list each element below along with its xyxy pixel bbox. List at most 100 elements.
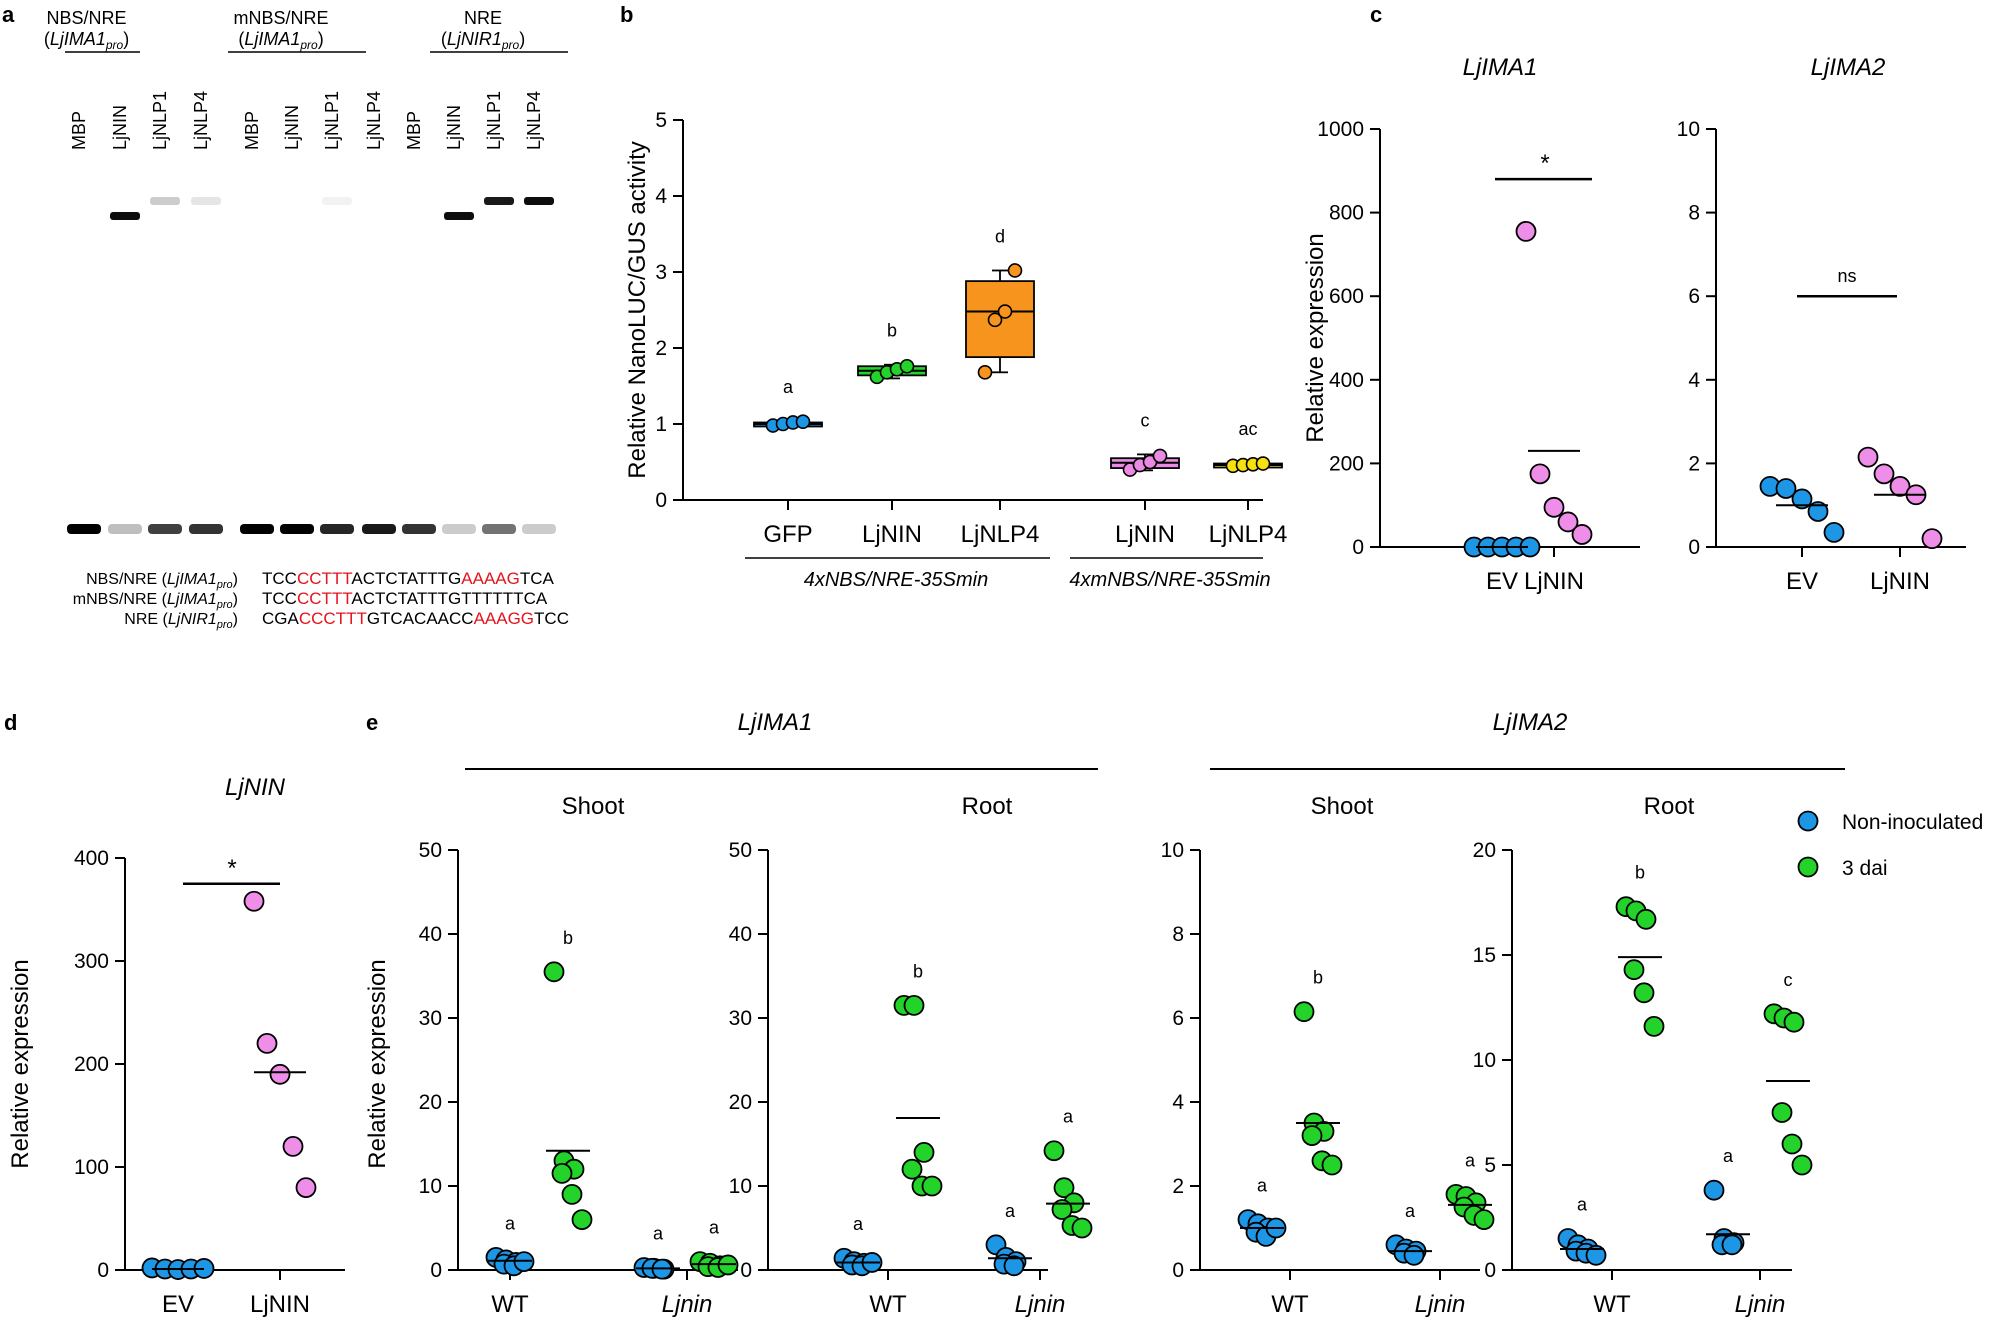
y-tick-label: 10: [729, 1175, 752, 1198]
x-category-label: WT: [1271, 1291, 1309, 1318]
y-axis-label: Relative expression: [7, 959, 34, 1168]
sequence-segment: GTCACAACC: [367, 609, 474, 628]
sequence-segment: TCC: [262, 569, 297, 588]
probe-name: NBS/NRE: [46, 8, 126, 28]
data-point: [1721, 1234, 1743, 1256]
y-tick-label: 2: [1172, 1175, 1184, 1198]
x-category-label: GFP: [763, 521, 812, 548]
y-tick-label: 4: [1688, 369, 1700, 392]
shifted-complex-band: [524, 197, 554, 205]
chart-subtitle: Shoot: [1311, 793, 1374, 820]
y-tick-label: 20: [419, 1091, 442, 1114]
legend-label: Non-inoculated: [1842, 811, 1983, 834]
x-category-label: LjNLP4: [1209, 521, 1288, 548]
significance-letter: a: [1405, 1201, 1416, 1221]
significance-letter: b: [913, 961, 923, 981]
significance-mark: *: [1540, 150, 1549, 177]
y-tick-label: 1: [655, 413, 667, 436]
subscript: pro: [216, 579, 233, 591]
x-category-label: WT: [869, 1291, 907, 1318]
y-tick-label: 200: [1329, 452, 1364, 475]
data-point: [243, 890, 265, 912]
data-point: [1857, 446, 1879, 468]
shifted-complex-band: [484, 197, 514, 205]
y-tick-label: 30: [419, 1007, 442, 1030]
probe-name: NRE: [464, 8, 502, 28]
x-category-label: WT: [491, 1291, 529, 1318]
lane-label: LjNLP1: [484, 91, 504, 150]
significance-letter: b: [1635, 863, 1645, 883]
data-point: [543, 961, 565, 983]
y-tick-label: 10: [1161, 839, 1184, 862]
free-probe-band: [108, 524, 142, 534]
shifted-complex-band: [322, 197, 352, 205]
lane-label: LjNLP4: [524, 91, 544, 150]
gene-name: LjNIR1: [168, 611, 217, 628]
paren: (: [44, 29, 50, 49]
x-category-label: LjNIN: [862, 521, 922, 548]
construct-label: 4xmNBS/NRE-35Smin: [1069, 569, 1270, 591]
paren: ): [519, 29, 525, 49]
motif-highlight: AAAAG: [461, 569, 520, 588]
y-tick-label: 40: [419, 923, 442, 946]
significance-letter: ac: [1238, 419, 1257, 439]
data-point: [1623, 959, 1645, 981]
y-tick-label: 5: [655, 109, 667, 132]
paren: ): [318, 29, 324, 49]
shifted-complex-band: [110, 212, 140, 220]
data-point: [903, 995, 925, 1016]
significance-letter: c: [1784, 970, 1793, 990]
panel-c-ljima2-chart: 0 2 4 6 8 10 EV LjNIN LjIMA2 ns: [1677, 54, 1966, 595]
data-point: [1635, 908, 1657, 930]
subscript: pro: [299, 38, 318, 52]
panel-a-emsa: a NBS/NRE(LjIMA1pro)MBP LjNIN LjNLP1 LjNLP4…: [2, 2, 570, 631]
panel-letter-e: e: [366, 710, 378, 735]
data-point: [282, 1136, 304, 1157]
data-point: [1071, 1217, 1093, 1239]
gene-name: LjIMA1: [50, 29, 106, 49]
construct-label: 4xNBS/NRE-35Smin: [804, 569, 989, 591]
probe-name: mNBS/NRE: [233, 8, 328, 28]
significance-mark: ns: [1837, 266, 1856, 286]
lane-label: LjNLP4: [191, 91, 211, 150]
significance-letter: a: [653, 1223, 664, 1243]
y-tick-label: 800: [1329, 202, 1364, 225]
y-tick-label: 2: [655, 337, 667, 360]
data-point: [997, 304, 1013, 319]
data-point: [1633, 982, 1655, 1004]
data-point: [1889, 475, 1911, 497]
data-point: [977, 365, 993, 380]
lane-label: LjNIN: [444, 105, 464, 150]
significance-letter: a: [1577, 1195, 1588, 1215]
free-probe-band: [482, 524, 516, 534]
paren: ): [233, 611, 238, 628]
paren: ): [233, 591, 238, 608]
significance-letter: b: [887, 321, 897, 341]
subscript: pro: [216, 619, 233, 631]
data-point: [1403, 1244, 1425, 1266]
data-point: [1321, 1154, 1343, 1176]
probe-promoter: (LjIMA1pro): [238, 29, 323, 52]
y-tick-label: 15: [1473, 944, 1496, 967]
data-point: [1152, 448, 1168, 464]
x-category-label: LjNIN: [1870, 568, 1930, 595]
emsa-lane-headers: NBS/NRE(LjIMA1pro)MBP LjNIN LjNLP1 LjNLP4mN…: [44, 8, 568, 150]
y-tick-label: 40: [729, 923, 752, 946]
data-point: [1783, 1011, 1805, 1033]
data-point: [1053, 1177, 1075, 1199]
motif-highlight: AAAGG: [474, 609, 534, 628]
gene-name: LjNIR1: [447, 29, 502, 49]
significance-letter: a: [783, 377, 794, 397]
y-tick-label: 100: [74, 1156, 109, 1179]
x-category-label: WT: [1593, 1291, 1631, 1318]
sequence-text: TCCCCTTTACTCTATTTGAAAAGTCA: [262, 569, 555, 588]
free-probe-band: [442, 524, 476, 534]
chart-title: LjIMA1: [1463, 54, 1538, 81]
significance-letter: d: [995, 226, 1005, 246]
data-point: [1791, 488, 1813, 510]
y-tick-label: 8: [1172, 923, 1184, 946]
lane-label: MBP: [404, 111, 424, 150]
sequence-segment: TCA: [520, 569, 555, 588]
x-category-label: LjNIN: [250, 1291, 310, 1318]
gene-name: LjIMA1: [244, 29, 300, 49]
